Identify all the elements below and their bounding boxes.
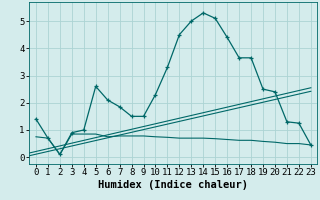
X-axis label: Humidex (Indice chaleur): Humidex (Indice chaleur) (98, 180, 248, 190)
